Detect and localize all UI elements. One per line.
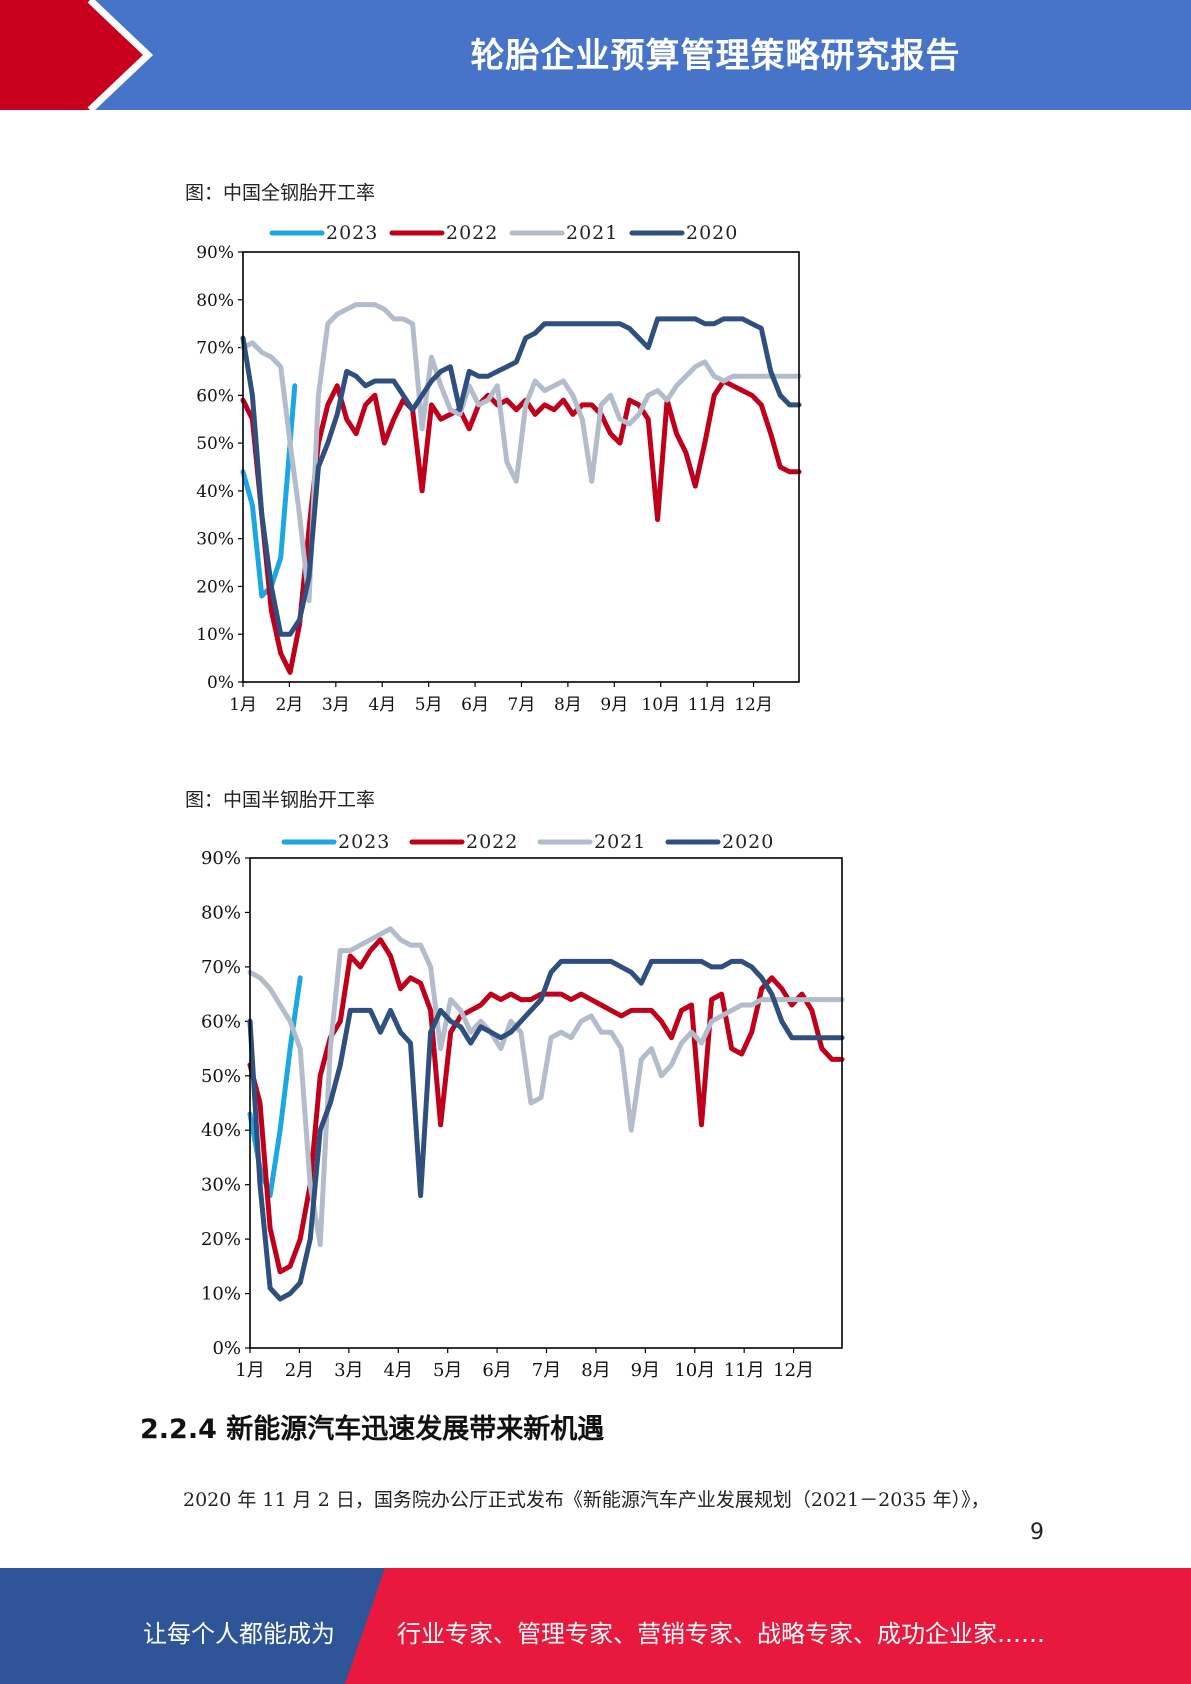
y-tick-label: 90% xyxy=(196,243,234,263)
y-tick-label: 60% xyxy=(196,386,234,406)
footer-slogan-right: 行业专家、管理专家、营销专家、战略专家、成功企业家…… xyxy=(397,1620,1045,1648)
x-tick-label: 9月 xyxy=(631,1360,660,1381)
page-header: 轮胎企业预算管理策略研究报告 xyxy=(0,0,1191,110)
chart-all-steel-svg: 0% 10% 20% 30% 40% 50% 60% 70% 80% 90% 1月 2月 3月 4月 5月 6… xyxy=(196,222,802,715)
report-title: 轮胎企业预算管理策略研究报告 xyxy=(470,36,961,76)
series-line-2020 xyxy=(247,958,845,1302)
y-tick-label: 30% xyxy=(201,1175,241,1196)
y-tick-label: 50% xyxy=(196,434,234,454)
header-arrow-decoration xyxy=(0,0,154,110)
y-tick-label: 40% xyxy=(201,1120,241,1141)
footer-slogan-left: 让每个人都能成为 xyxy=(143,1620,335,1648)
y-tick-label: 90% xyxy=(201,848,241,869)
y-tick-label: 80% xyxy=(196,291,234,311)
x-tick-label: 7月 xyxy=(508,695,536,715)
y-tick-label: 20% xyxy=(201,1229,241,1250)
series-line-2022 xyxy=(240,378,802,675)
y-tick-label: 0% xyxy=(212,1338,241,1359)
x-tick-label: 2月 xyxy=(275,695,303,715)
x-tick-label: 11月 xyxy=(688,695,727,715)
plot-frame xyxy=(249,857,843,1349)
y-tick-label: 70% xyxy=(196,339,234,359)
x-tick-label: 6月 xyxy=(461,695,489,715)
series-line-2020 xyxy=(240,316,802,637)
y-tick-label: 0% xyxy=(207,673,234,693)
legend-label-2023: 2023 xyxy=(338,831,390,853)
y-tick-label: 60% xyxy=(201,1011,241,1032)
x-tick-label: 2月 xyxy=(285,1360,314,1381)
x-tick-label: 1月 xyxy=(235,1360,264,1381)
x-tick-label: 1月 xyxy=(229,695,257,715)
legend-label-2022: 2022 xyxy=(446,222,498,244)
legend-label-2023: 2023 xyxy=(326,222,378,244)
x-tick-label: 3月 xyxy=(322,695,350,715)
x-tick-label: 7月 xyxy=(532,1360,561,1381)
x-tick-label: 8月 xyxy=(581,1360,610,1381)
plot-frame xyxy=(242,251,800,683)
legend-label-2021: 2021 xyxy=(566,222,618,244)
x-tick-label: 5月 xyxy=(415,695,443,715)
page-footer: 让每个人都能成为 行业专家、管理专家、营销专家、战略专家、成功企业家…… xyxy=(0,1568,1191,1684)
figure-caption-steel: 图：中国全钢胎开工率 xyxy=(185,182,376,204)
legend-label-2020: 2020 xyxy=(722,831,774,853)
y-tick-label: 70% xyxy=(201,957,241,978)
x-tick-label: 6月 xyxy=(482,1360,511,1381)
footer-background xyxy=(0,1568,1191,1684)
y-tick-label: 20% xyxy=(196,577,234,597)
x-tick-label: 12月 xyxy=(773,1360,814,1381)
x-tick-label: 10月 xyxy=(641,695,680,715)
series-line-2021 xyxy=(240,302,802,604)
x-tick-label: 10月 xyxy=(674,1360,715,1381)
y-tick-label: 40% xyxy=(196,482,234,502)
x-tick-label: 4月 xyxy=(368,695,396,715)
x-tick-label: 11月 xyxy=(724,1360,765,1381)
legend-label-2020: 2020 xyxy=(686,222,738,244)
x-tick-label: 5月 xyxy=(433,1360,462,1381)
chart-semi-steel-tire: 0% 10% 20% 30% 40% 50% 60% 70% 80% 90% 1月 2月 3月 4月 5月 6… xyxy=(180,822,860,1396)
x-tick-label: 12月 xyxy=(734,695,773,715)
legend-label-2021: 2021 xyxy=(594,831,646,853)
y-tick-label: 80% xyxy=(201,902,241,923)
x-tick-label: 9月 xyxy=(600,695,628,715)
series-line-2021 xyxy=(247,926,845,1248)
legend-label-2022: 2022 xyxy=(466,831,518,853)
y-tick-label: 30% xyxy=(196,530,234,550)
y-tick-label: 50% xyxy=(201,1066,241,1087)
x-tick-label: 4月 xyxy=(384,1360,413,1381)
figure-caption-semi-steel: 图：中国半钢胎开工率 xyxy=(185,789,376,811)
page-number: 9 xyxy=(1030,1520,1044,1545)
y-tick-label: 10% xyxy=(196,625,234,645)
body-paragraph: 2020 年 11 月 2 日，国务院办公厅正式发布《新能源汽车产业发展规划（2… xyxy=(183,1489,990,1511)
x-tick-label: 8月 xyxy=(554,695,582,715)
chart-all-steel-tire: 0% 10% 20% 30% 40% 50% 60% 70% 80% 90% 1月 2月 3月 4月 5月 6… xyxy=(180,215,820,729)
x-tick-label: 3月 xyxy=(334,1360,363,1381)
y-tick-label: 10% xyxy=(201,1284,241,1305)
series-line-2022 xyxy=(247,937,845,1275)
section-heading: 2.2.4 新能源汽车迅速发展带来新机遇 xyxy=(140,1414,605,1445)
chart-semi-steel-svg: 0% 10% 20% 30% 40% 50% 60% 70% 80% 90% 1月 2月 3月 4月 5月 6… xyxy=(201,831,845,1381)
